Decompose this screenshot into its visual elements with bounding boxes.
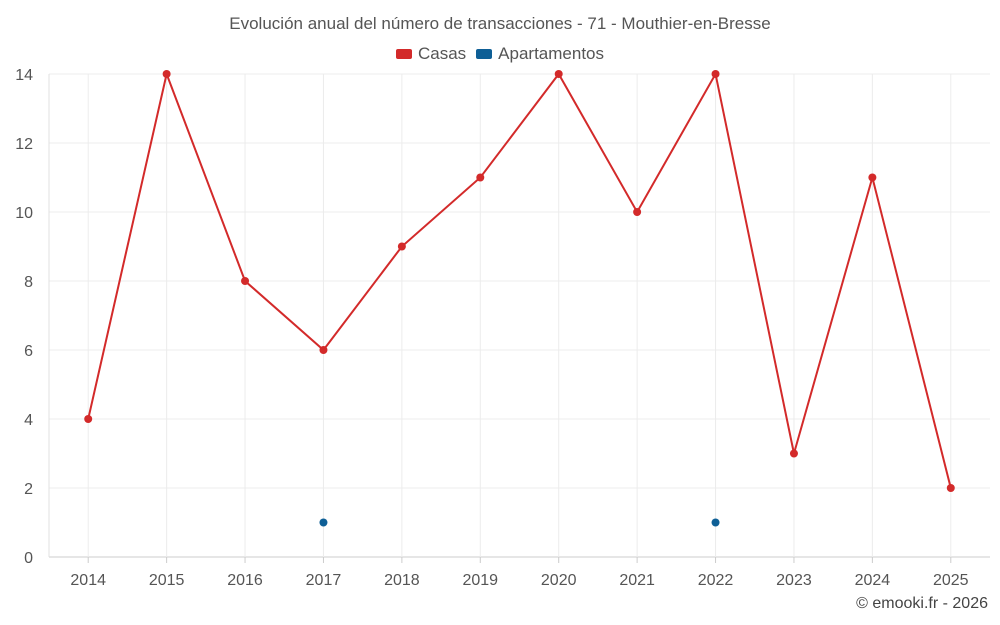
x-tick-label: 2014	[70, 572, 106, 589]
legend-swatch-apartamentos	[476, 49, 493, 59]
chart-legend: Casas Apartamentos	[0, 44, 1000, 64]
data-point-casas	[241, 277, 250, 285]
y-tick-label: 2	[24, 481, 33, 498]
x-tick-label: 2016	[227, 572, 263, 589]
data-point-casas	[84, 415, 93, 423]
y-tick-label: 6	[24, 343, 33, 360]
y-tick-label: 0	[24, 550, 33, 567]
credit-text: © emooki.fr - 2026	[856, 595, 988, 612]
x-tick-label: 2019	[462, 572, 498, 589]
series-line-casas	[87, 70, 952, 489]
data-point-casas	[554, 70, 563, 78]
legend-item-apartamentos[interactable]: Apartamentos	[476, 44, 604, 64]
data-point-casas	[476, 173, 485, 182]
data-point-casas	[789, 449, 798, 458]
y-tick-label: 8	[24, 274, 33, 291]
y-tick-label: 14	[15, 67, 33, 84]
x-tick-label: 2023	[776, 572, 812, 589]
data-point-casas	[633, 208, 642, 216]
legend-label-casas: Casas	[417, 44, 467, 63]
data-point-casas	[868, 173, 877, 182]
x-tick-label: 2024	[855, 572, 891, 589]
x-tick-label: 2025	[933, 572, 969, 589]
y-tick-label: 10	[15, 205, 33, 222]
data-point-casas	[711, 70, 720, 78]
data-point-casas	[162, 70, 171, 78]
legend-label-apartamentos: Apartamentos	[498, 44, 605, 63]
x-tick-label: 2020	[541, 572, 577, 589]
y-tick-label: 4	[24, 412, 33, 429]
data-point-apartamentos	[319, 518, 328, 527]
legend-item-casas[interactable]: Casas	[395, 44, 467, 64]
x-tick-label: 2021	[619, 572, 655, 589]
x-tick-label: 2018	[384, 572, 420, 589]
x-tick-label: 2015	[149, 572, 185, 589]
y-tick-label: 12	[15, 136, 33, 153]
data-point-casas	[946, 484, 955, 492]
data-point-casas	[319, 346, 328, 354]
chart-title: Evolución anual del número de transaccio…	[229, 14, 771, 33]
data-point-casas	[397, 242, 406, 251]
legend-swatch-casas	[395, 49, 412, 59]
data-point-apartamentos	[711, 518, 720, 527]
x-tick-label: 2022	[698, 572, 734, 589]
x-tick-label: 2017	[306, 572, 342, 589]
